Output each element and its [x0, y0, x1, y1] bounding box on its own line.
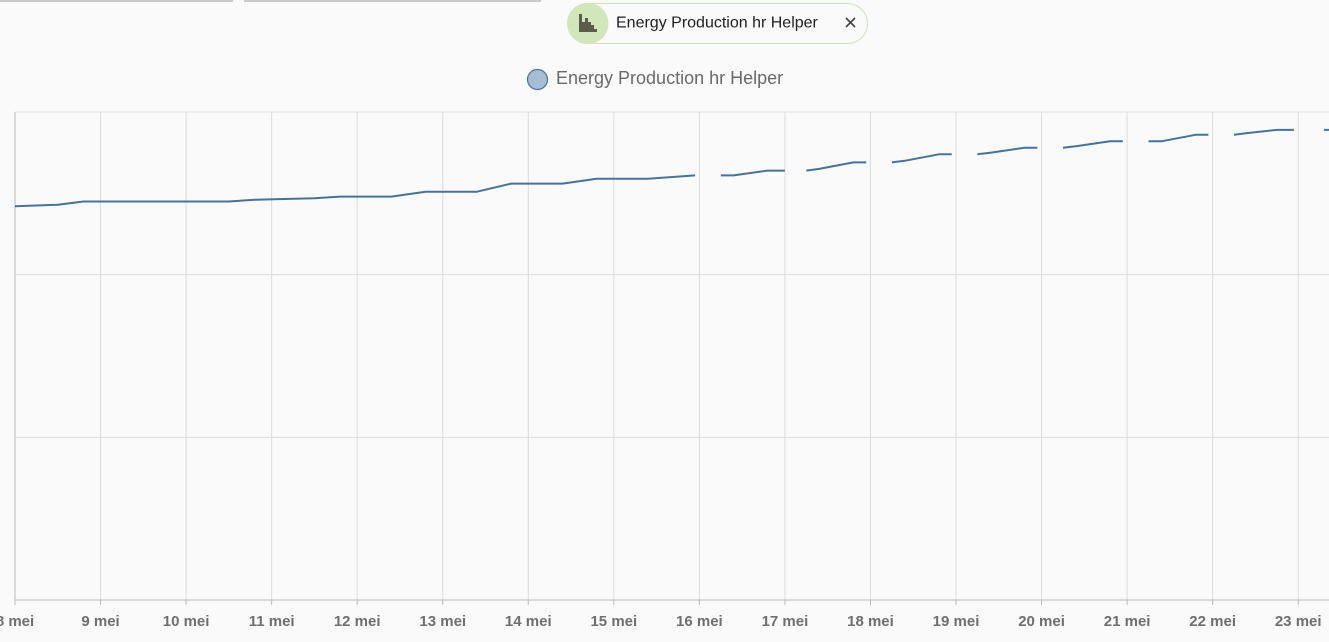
x-tick-label: 16 mei — [676, 613, 723, 630]
x-tick-label: 13 mei — [419, 613, 466, 630]
x-tick-label: 22 mei — [1189, 613, 1236, 630]
target-chip[interactable]: Energy Production hr Helper — [567, 3, 868, 44]
chip-remove[interactable] — [845, 17, 856, 28]
x-tick-label: 10 mei — [163, 613, 210, 630]
series-line — [14, 128, 1329, 208]
x-tick-label: 15 mei — [590, 613, 637, 630]
x-tick-label: 9 mei — [81, 613, 119, 630]
x-tick-label: 17 mei — [762, 613, 809, 630]
legend-label: Energy Production hr Helper — [556, 68, 783, 88]
x-tick-label: 18 mei — [847, 613, 894, 630]
chip-icon — [579, 14, 597, 32]
plot-area: 8 mei 9 mei 10 mei 11 mei 12 mei 13 mei 14 mei… — [0, 111, 1329, 630]
x-tick-label: 23 mei — [1275, 613, 1322, 630]
legend[interactable]: Energy Production hr Helper — [526, 68, 784, 91]
x-tick-label: 19 mei — [933, 613, 980, 630]
x-tick-label: 11 mei — [249, 613, 295, 630]
legend-swatch — [526, 68, 549, 91]
x-tick-label: 8 mei — [0, 613, 34, 630]
x-tick-label: 20 mei — [1018, 613, 1065, 630]
x-tick-label: 21 mei — [1104, 613, 1151, 630]
chip-label: Energy Production hr Helper — [616, 15, 819, 32]
x-tick-label: 12 mei — [334, 613, 381, 630]
x-tick-label: 14 mei — [505, 613, 552, 630]
